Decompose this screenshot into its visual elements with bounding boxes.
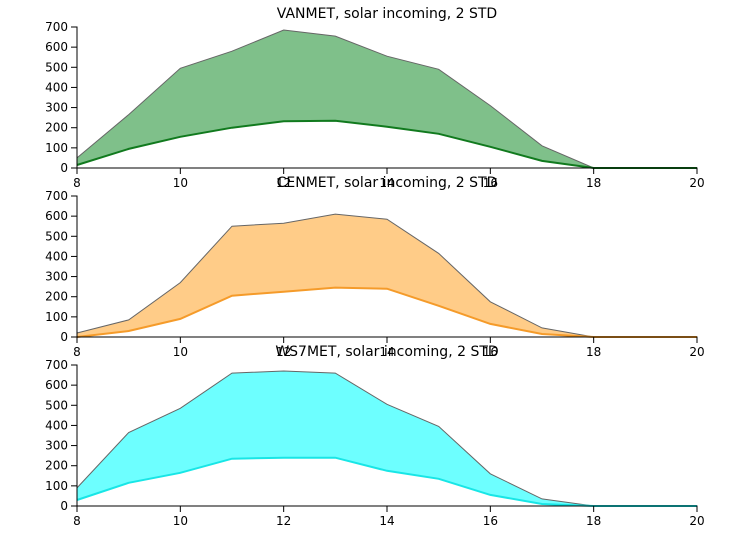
- x-tick-label: 16: [483, 514, 498, 528]
- y-tick-label: 200: [45, 121, 68, 135]
- y-tick-label: 0: [60, 161, 68, 175]
- x-tick-label: 14: [379, 176, 394, 190]
- band-area: [77, 30, 697, 168]
- y-tick-label: 100: [45, 141, 68, 155]
- chart-title: VANMET, solar incoming, 2 STD: [277, 6, 497, 22]
- y-axis: [71, 364, 78, 507]
- y-axis: [71, 26, 78, 169]
- chart-panel-3: 0 100 200 300 400 500 600 700 8 10 12 14 16 18 20 WS7ME…: [45, 344, 705, 528]
- chart-panel-2: 0 100 200 300 400 500 600 700 8 10 12 14 16 18 20 CENME…: [45, 175, 705, 359]
- y-tick-label: 600: [45, 378, 68, 392]
- band-area: [77, 214, 697, 337]
- x-tick-label: 12: [276, 176, 291, 190]
- y-tick-label: 500: [45, 229, 68, 243]
- x-tick-label: 8: [73, 345, 81, 359]
- x-tick-label: 10: [173, 514, 188, 528]
- y-tick-label: 300: [45, 439, 68, 453]
- y-tick-label: 400: [45, 418, 68, 432]
- x-tick-label: 14: [379, 345, 394, 359]
- x-tick-label: 8: [73, 176, 81, 190]
- y-tick-label: 700: [45, 20, 68, 34]
- chart-title: CENMET, solar incoming, 2 STD: [277, 175, 498, 191]
- y-tick-label: 300: [45, 101, 68, 115]
- x-tick-label: 18: [586, 345, 601, 359]
- y-tick-label: 600: [45, 40, 68, 54]
- x-tick-label: 20: [689, 176, 704, 190]
- chart-panel-1: 0 100 200 300 400 500 600 700 8 10 12 14 16 18 20 VANME…: [45, 6, 705, 190]
- x-tick-label: 14: [379, 514, 394, 528]
- x-tick-label: 16: [483, 345, 498, 359]
- x-tick-label: 16: [483, 176, 498, 190]
- y-tick-label: 100: [45, 310, 68, 324]
- y-tick-label: 700: [45, 189, 68, 203]
- chart-title: WS7MET, solar incoming, 2 STD: [275, 344, 498, 360]
- y-tick-label: 400: [45, 80, 68, 94]
- y-tick-label: 0: [60, 499, 68, 513]
- band-area: [77, 371, 697, 506]
- x-tick-label: 12: [276, 345, 291, 359]
- y-tick-label: 400: [45, 249, 68, 263]
- y-tick-label: 200: [45, 290, 68, 304]
- y-tick-label: 500: [45, 60, 68, 74]
- x-tick-label: 12: [276, 514, 291, 528]
- y-tick-label: 100: [45, 479, 68, 493]
- y-tick-label: 300: [45, 270, 68, 284]
- x-tick-label: 20: [689, 514, 704, 528]
- y-tick-label: 600: [45, 209, 68, 223]
- x-tick-label: 10: [173, 176, 188, 190]
- y-tick-label: 0: [60, 330, 68, 344]
- y-tick-label: 700: [45, 358, 68, 372]
- x-tick-label: 20: [689, 345, 704, 359]
- x-tick-label: 18: [586, 514, 601, 528]
- y-tick-label: 500: [45, 398, 68, 412]
- x-tick-label: 18: [586, 176, 601, 190]
- x-tick-label: 8: [73, 514, 81, 528]
- y-tick-label: 200: [45, 459, 68, 473]
- y-axis: [71, 195, 78, 338]
- x-tick-label: 10: [173, 345, 188, 359]
